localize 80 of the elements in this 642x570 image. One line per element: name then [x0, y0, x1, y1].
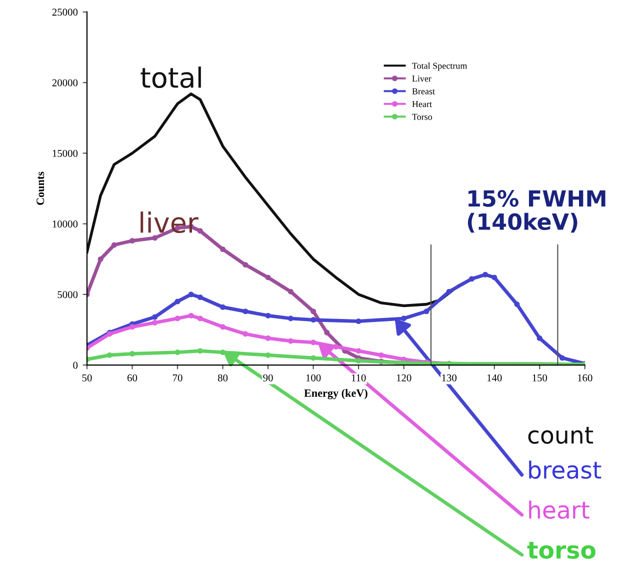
point [424, 308, 430, 314]
x-axis-title: Energy (keV) [304, 389, 368, 400]
point [174, 316, 180, 322]
point [220, 350, 226, 356]
point [288, 288, 294, 294]
point [220, 304, 226, 310]
point [188, 292, 194, 298]
point [220, 324, 226, 330]
point [242, 331, 248, 337]
legend-label: Heart [412, 101, 432, 108]
point [378, 352, 384, 358]
x-tick-label: 90 [263, 374, 273, 382]
point [174, 298, 180, 304]
point [242, 308, 248, 314]
annotation: breast [529, 460, 602, 479]
point [152, 320, 158, 326]
x-tick-label: 140 [487, 374, 502, 382]
text: count [528, 426, 594, 444]
x-tick-label: 80 [218, 374, 228, 382]
point [197, 316, 203, 322]
point [310, 340, 316, 346]
x-tick-label: 60 [127, 374, 138, 382]
point [514, 302, 520, 308]
legend-label: Torso [412, 114, 432, 120]
x-tick-label: 160 [578, 374, 592, 382]
point [446, 288, 452, 294]
x-tick-label: 100 [306, 374, 321, 382]
point [129, 324, 136, 330]
point [197, 294, 203, 300]
point [333, 344, 339, 350]
y-tick-label: 15000 [52, 150, 78, 157]
y-tick-label: 10000 [52, 220, 78, 228]
point [468, 276, 474, 282]
point [174, 350, 180, 356]
point [265, 274, 271, 280]
point [356, 318, 362, 324]
point [492, 274, 498, 280]
annotation: 15% FWHM (140keV) [468, 190, 606, 233]
x-tick-label: 130 [442, 374, 456, 382]
y-tick-label: 25000 [52, 8, 78, 16]
point [152, 235, 158, 241]
point [220, 246, 226, 252]
x-tick-label: 70 [172, 374, 182, 382]
point [482, 272, 488, 278]
point [111, 242, 117, 248]
legend-label: Breast [412, 88, 435, 94]
point [324, 330, 330, 336]
point [129, 238, 136, 244]
y-tick-label: 20000 [52, 79, 78, 86]
point [310, 317, 316, 323]
point [265, 335, 271, 341]
point [265, 312, 271, 318]
point [559, 355, 566, 361]
point [356, 348, 362, 354]
point [536, 335, 542, 341]
x-tick-label: 120 [396, 374, 412, 382]
x-tick-label: 110 [352, 374, 366, 382]
y-tick-label: 0 [73, 362, 78, 369]
point [288, 316, 294, 322]
point [288, 338, 294, 344]
point [310, 308, 316, 314]
legend-label: Liver [412, 76, 432, 82]
x-tick-label: 150 [532, 374, 548, 382]
point [401, 316, 407, 322]
annotation: liver [140, 212, 198, 234]
y-axis-title: Counts [36, 172, 44, 205]
point [356, 358, 362, 364]
annotation: torso [527, 542, 596, 559]
point [106, 352, 112, 358]
y-tick-label: 5000 [58, 291, 78, 298]
point [152, 314, 158, 320]
point [265, 352, 271, 358]
point [98, 256, 104, 262]
point [197, 348, 203, 354]
annotation: heart [529, 500, 590, 519]
legend-label: Total Spectrum [412, 62, 468, 71]
annotation: total [140, 66, 201, 88]
x-tick-label: 50 [82, 374, 92, 382]
point [242, 262, 248, 268]
point [188, 312, 194, 318]
